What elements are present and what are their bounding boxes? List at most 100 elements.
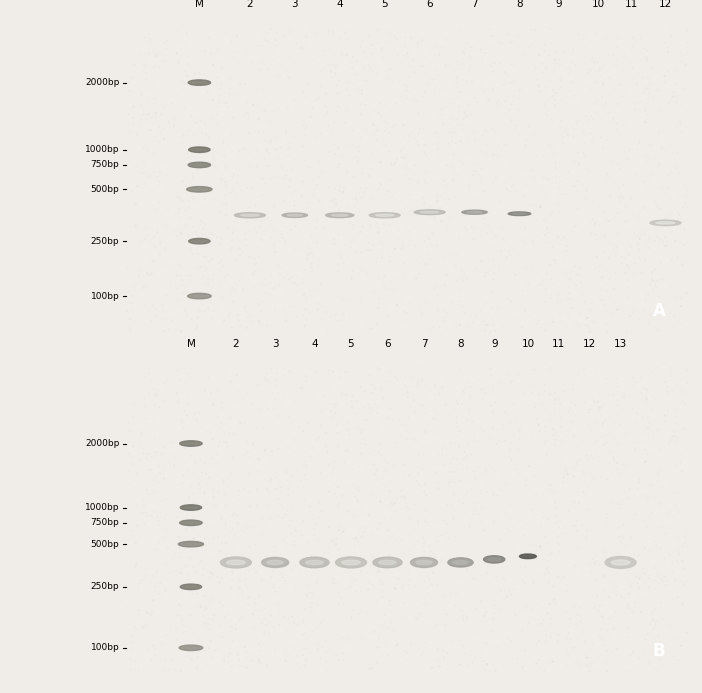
Point xyxy=(263,137,274,148)
Point xyxy=(332,100,343,112)
Point xyxy=(171,387,183,398)
Point xyxy=(491,173,502,184)
Point xyxy=(319,601,330,612)
Point xyxy=(660,535,671,546)
Point xyxy=(555,411,566,422)
Point xyxy=(378,116,390,128)
Point xyxy=(508,245,519,256)
Point xyxy=(613,475,624,486)
Point xyxy=(647,367,658,378)
Point xyxy=(192,633,204,644)
Point xyxy=(621,326,633,337)
Point xyxy=(289,196,300,207)
Point xyxy=(533,419,544,430)
Point xyxy=(356,227,367,238)
Ellipse shape xyxy=(416,561,432,565)
Point xyxy=(538,214,550,225)
Point xyxy=(287,551,298,562)
Point xyxy=(575,609,586,620)
Point xyxy=(301,593,312,604)
Point xyxy=(190,663,201,674)
Point xyxy=(199,385,211,396)
Point xyxy=(498,130,509,141)
Point xyxy=(174,414,185,426)
Point xyxy=(458,386,469,397)
Point xyxy=(421,82,432,94)
Point xyxy=(607,239,618,250)
Point xyxy=(214,620,225,631)
Point xyxy=(444,211,455,222)
Point xyxy=(500,418,511,429)
Point xyxy=(124,220,135,231)
Point xyxy=(174,403,185,414)
Point xyxy=(307,443,318,454)
Point xyxy=(545,362,556,374)
Point xyxy=(398,119,409,130)
Point xyxy=(537,184,548,195)
Text: A: A xyxy=(653,302,665,320)
Point xyxy=(615,469,626,480)
Point xyxy=(541,563,552,574)
Point xyxy=(619,593,630,604)
Point xyxy=(377,273,388,284)
Point xyxy=(614,499,625,510)
Point xyxy=(349,541,360,552)
Point xyxy=(220,529,231,540)
Point xyxy=(463,265,474,277)
Point xyxy=(567,58,578,69)
Point xyxy=(299,470,310,481)
Point xyxy=(487,408,498,419)
Point xyxy=(430,81,442,92)
Point xyxy=(207,469,218,480)
Point xyxy=(276,568,287,579)
Point xyxy=(459,308,470,319)
Point xyxy=(583,68,594,79)
Point xyxy=(296,530,307,541)
Point xyxy=(604,428,615,439)
Point xyxy=(220,208,232,219)
Point xyxy=(356,605,367,616)
Point xyxy=(263,376,274,387)
Point xyxy=(173,54,185,65)
Point xyxy=(127,452,138,463)
Point xyxy=(283,412,294,423)
Point xyxy=(369,44,380,55)
Point xyxy=(231,30,242,41)
Point xyxy=(621,572,632,583)
Point xyxy=(287,131,298,142)
Point xyxy=(607,504,618,515)
Point xyxy=(480,606,491,617)
Point xyxy=(487,581,498,593)
Point xyxy=(227,510,238,521)
Point xyxy=(557,137,569,148)
Point xyxy=(265,450,276,461)
Point xyxy=(421,258,432,270)
Point xyxy=(479,125,491,137)
Point xyxy=(438,441,449,452)
Point xyxy=(441,537,452,548)
Point xyxy=(188,184,199,195)
Point xyxy=(499,244,510,255)
Point xyxy=(180,179,192,191)
Point xyxy=(492,642,503,653)
Point xyxy=(424,102,435,113)
Point xyxy=(540,296,551,307)
Point xyxy=(558,231,569,243)
Point xyxy=(418,450,429,461)
Point xyxy=(150,380,161,391)
Text: 10: 10 xyxy=(522,339,534,349)
Point xyxy=(588,57,600,68)
Point xyxy=(657,522,668,533)
Point xyxy=(298,383,310,394)
Point xyxy=(211,422,223,433)
Point xyxy=(538,236,549,247)
Point xyxy=(381,363,392,374)
Point xyxy=(585,403,596,414)
Point xyxy=(146,112,157,123)
Point xyxy=(448,149,459,160)
Point xyxy=(672,487,683,498)
Point xyxy=(519,577,530,588)
Point xyxy=(381,525,392,536)
Point xyxy=(150,450,161,462)
Point xyxy=(477,394,488,405)
